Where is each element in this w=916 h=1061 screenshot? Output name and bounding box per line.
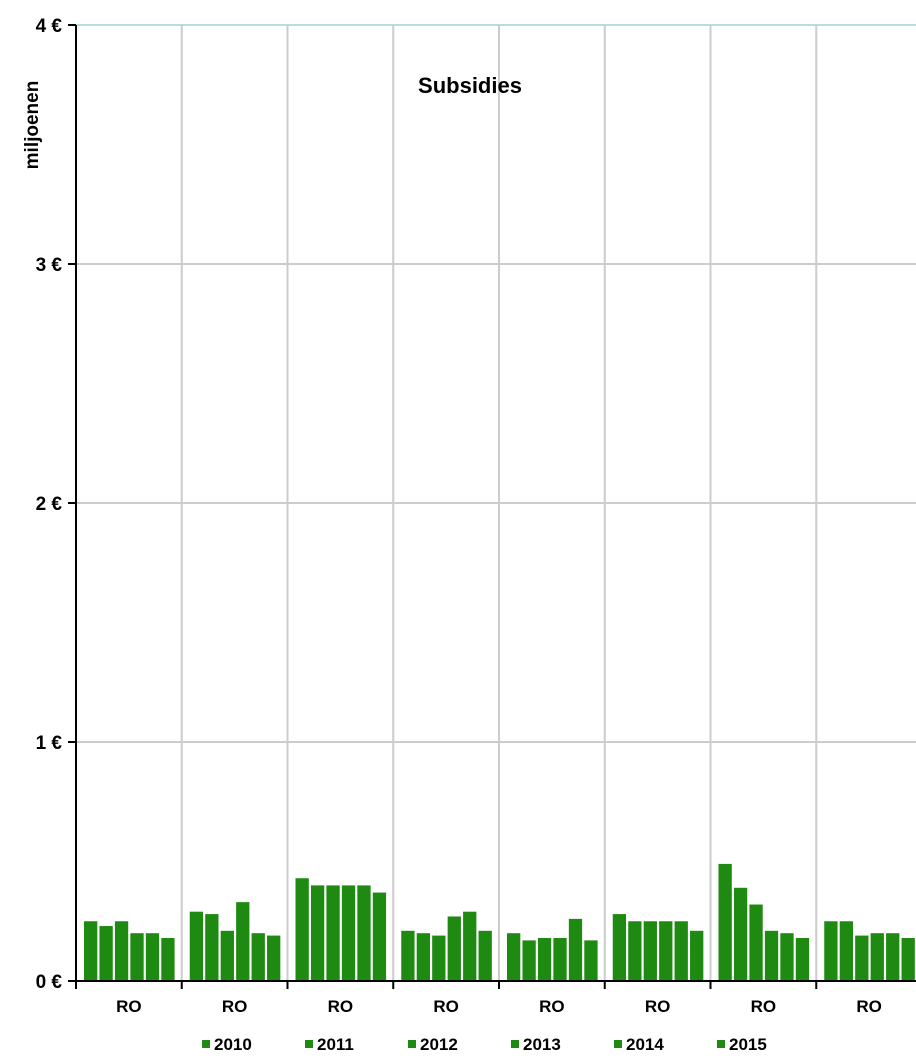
grid-lines bbox=[76, 24, 916, 981]
bar-2011-cat-7 bbox=[839, 921, 854, 981]
legend-item-2012: 2012 bbox=[408, 1035, 458, 1054]
bar-2014-cat-0 bbox=[145, 933, 160, 981]
y-tick-label-0: 0 € bbox=[36, 972, 63, 993]
bar-2011-cat-3 bbox=[416, 933, 431, 981]
bar-2010-cat-1 bbox=[189, 911, 204, 981]
bar-2012-cat-5 bbox=[643, 921, 657, 981]
x-tick-label-1: RO bbox=[222, 997, 248, 1016]
bar-2012-cat-3 bbox=[432, 935, 446, 981]
bar-2015-cat-6 bbox=[795, 937, 810, 981]
bar-2013-cat-5 bbox=[659, 921, 673, 981]
bar-2011-cat-6 bbox=[733, 887, 748, 981]
y-tick-label-3: 3 € bbox=[36, 255, 63, 276]
bar-2010-cat-4 bbox=[507, 933, 521, 981]
x-tick-label-2: RO bbox=[328, 997, 354, 1016]
bar-2013-cat-4 bbox=[553, 937, 567, 981]
bars bbox=[84, 863, 915, 981]
bar-2014-cat-1 bbox=[251, 933, 265, 981]
bar-2012-cat-2 bbox=[326, 885, 340, 981]
bar-2014-cat-6 bbox=[780, 933, 794, 981]
bar-2011-cat-0 bbox=[99, 926, 113, 981]
x-tick-label-3: RO bbox=[433, 997, 459, 1016]
bar-2014-cat-3 bbox=[463, 911, 477, 981]
bar-2012-cat-1 bbox=[220, 930, 234, 981]
bar-2012-cat-7 bbox=[855, 935, 869, 981]
legend-swatch-2011 bbox=[305, 1040, 313, 1048]
legend-label-2010: 2010 bbox=[214, 1035, 252, 1054]
bar-2011-cat-4 bbox=[522, 940, 536, 981]
legend-item-2015: 2015 bbox=[717, 1035, 767, 1054]
x-tick-label-5: RO bbox=[645, 997, 671, 1016]
legend-label-2015: 2015 bbox=[729, 1035, 767, 1054]
y-axis-label: miljoenen bbox=[22, 81, 43, 170]
bar-2013-cat-1 bbox=[236, 902, 250, 981]
bar-2013-cat-2 bbox=[341, 885, 356, 981]
legend-item-2011: 2011 bbox=[305, 1035, 354, 1054]
y-tick-labels: 0 € 1 € 2 € 3 € 4 € bbox=[36, 16, 63, 993]
bar-2011-cat-5 bbox=[628, 921, 642, 981]
legend-swatch-2014 bbox=[614, 1040, 622, 1048]
legend-swatch-2012 bbox=[408, 1040, 416, 1048]
bar-2015-cat-0 bbox=[161, 937, 175, 981]
legend-item-2014: 2014 bbox=[614, 1035, 664, 1054]
bar-2012-cat-6 bbox=[749, 904, 763, 981]
legend-swatch-2013 bbox=[511, 1040, 519, 1048]
bar-2013-cat-7 bbox=[870, 933, 884, 981]
x-tick-label-4: RO bbox=[539, 997, 565, 1016]
legend-label-2013: 2013 bbox=[523, 1035, 561, 1054]
bar-2013-cat-3 bbox=[447, 916, 461, 981]
x-tick-label-7: RO bbox=[856, 997, 882, 1016]
legend-item-2013: 2013 bbox=[511, 1035, 561, 1054]
bar-2010-cat-3 bbox=[401, 930, 415, 981]
bar-2010-cat-0 bbox=[84, 921, 98, 981]
legend-item-2010: 2010 bbox=[202, 1035, 252, 1054]
bar-2010-cat-6 bbox=[718, 863, 732, 981]
bar-2011-cat-1 bbox=[205, 914, 219, 981]
bar-2014-cat-7 bbox=[886, 933, 900, 981]
legend-swatch-2010 bbox=[202, 1040, 210, 1048]
bar-2012-cat-0 bbox=[114, 921, 129, 981]
bar-2011-cat-2 bbox=[310, 885, 325, 981]
y-tick-label-1: 1 € bbox=[36, 733, 63, 754]
bar-2014-cat-5 bbox=[674, 921, 688, 981]
bar-2013-cat-0 bbox=[130, 933, 144, 981]
bar-2015-cat-5 bbox=[690, 930, 704, 981]
bar-2015-cat-7 bbox=[901, 937, 915, 981]
y-tick-label-2: 2 € bbox=[36, 494, 63, 515]
bar-2010-cat-2 bbox=[295, 878, 309, 981]
x-tick-labels: RO RO RO RO RO RO RO RO bbox=[116, 997, 882, 1016]
bar-2015-cat-1 bbox=[267, 935, 281, 981]
y-tick-label-4: 4 € bbox=[36, 16, 63, 37]
bar-2015-cat-2 bbox=[372, 892, 387, 981]
legend-swatch-2015 bbox=[717, 1040, 725, 1048]
bar-2013-cat-6 bbox=[764, 930, 779, 981]
bar-2015-cat-4 bbox=[584, 940, 598, 981]
bar-2014-cat-2 bbox=[357, 885, 371, 981]
x-tick-label-0: RO bbox=[116, 997, 142, 1016]
legend-label-2012: 2012 bbox=[420, 1035, 458, 1054]
bar-2015-cat-3 bbox=[478, 930, 492, 981]
bar-2014-cat-4 bbox=[568, 918, 583, 981]
bar-2010-cat-7 bbox=[824, 921, 838, 981]
chart-title: Subsidies bbox=[418, 73, 522, 98]
bar-2012-cat-4 bbox=[537, 937, 552, 981]
bar-2010-cat-5 bbox=[612, 914, 627, 981]
axes bbox=[68, 24, 916, 989]
legend-label-2011: 2011 bbox=[317, 1035, 354, 1054]
legend: 2010 2011 2012 2013 2014 2015 bbox=[202, 1035, 767, 1054]
legend-label-2014: 2014 bbox=[626, 1035, 664, 1054]
x-tick-label-6: RO bbox=[751, 997, 777, 1016]
